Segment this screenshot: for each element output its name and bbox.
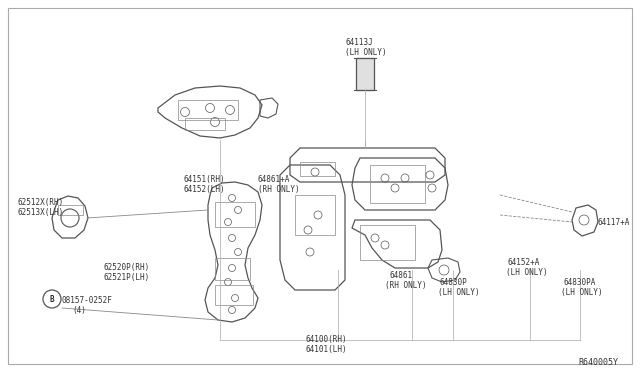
Bar: [295, 195, 335, 235]
Text: 64830PA: 64830PA: [563, 278, 595, 287]
Text: 64861+A: 64861+A: [258, 175, 291, 184]
Text: 64830P: 64830P: [440, 278, 468, 287]
Text: 62512X(RH): 62512X(RH): [18, 198, 64, 207]
Text: (LH ONLY): (LH ONLY): [506, 268, 548, 277]
Text: 64113J: 64113J: [345, 38, 372, 47]
Text: 64101(LH): 64101(LH): [305, 345, 347, 354]
Bar: [58, 205, 83, 215]
Bar: [215, 202, 255, 227]
Text: B: B: [50, 295, 54, 304]
Bar: [185, 118, 225, 130]
Bar: [360, 225, 415, 260]
Text: 62513X(LH): 62513X(LH): [18, 208, 64, 217]
Text: 08157-0252F: 08157-0252F: [62, 296, 113, 305]
Text: 64117+A: 64117+A: [598, 218, 630, 227]
Bar: [215, 258, 250, 280]
Text: 64100(RH): 64100(RH): [305, 335, 347, 344]
Bar: [370, 165, 425, 203]
Text: (LH ONLY): (LH ONLY): [345, 48, 387, 57]
Text: 62521P(LH): 62521P(LH): [103, 273, 149, 282]
Bar: [356, 58, 374, 90]
Bar: [300, 162, 335, 176]
Text: (4): (4): [72, 306, 86, 315]
Text: 62520P(RH): 62520P(RH): [103, 263, 149, 272]
Text: 64152+A: 64152+A: [508, 258, 540, 267]
Text: R640005Y: R640005Y: [578, 358, 618, 367]
Text: 64151(RH): 64151(RH): [183, 175, 225, 184]
Text: (LH ONLY): (LH ONLY): [561, 288, 603, 297]
Text: 64861: 64861: [390, 271, 413, 280]
Bar: [178, 100, 238, 120]
Text: (RH ONLY): (RH ONLY): [258, 185, 300, 194]
Text: (RH ONLY): (RH ONLY): [385, 281, 427, 290]
Bar: [215, 285, 253, 305]
Text: (LH ONLY): (LH ONLY): [438, 288, 479, 297]
Text: 64152(LH): 64152(LH): [183, 185, 225, 194]
